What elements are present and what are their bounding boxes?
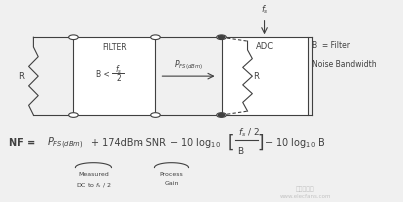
Text: ADC: ADC (256, 42, 274, 52)
Circle shape (217, 113, 226, 117)
Text: DC to $f_s$ / 2: DC to $f_s$ / 2 (76, 181, 111, 190)
Text: [: [ (228, 134, 234, 152)
Text: B <: B < (96, 70, 112, 79)
Text: $f_s$: $f_s$ (261, 3, 268, 16)
Circle shape (151, 35, 160, 40)
Text: $P_{FS(dBm)}$: $P_{FS(dBm)}$ (48, 136, 84, 151)
FancyBboxPatch shape (222, 37, 307, 115)
Text: - SNR: - SNR (139, 138, 166, 148)
Text: Process: Process (160, 173, 183, 177)
Text: B  = Filter: B = Filter (312, 41, 349, 49)
Text: Noise Bandwidth: Noise Bandwidth (312, 60, 376, 69)
Circle shape (218, 36, 225, 39)
Text: 电子发烧友: 电子发烧友 (296, 186, 315, 192)
Text: $f_s$ / 2: $f_s$ / 2 (237, 126, 260, 139)
Text: B: B (237, 146, 244, 156)
Text: ]: ] (258, 134, 264, 152)
Text: + 174dBm: + 174dBm (91, 138, 143, 148)
Circle shape (69, 35, 78, 40)
Text: R: R (19, 72, 24, 81)
Text: $P_{FS(dBm)}$: $P_{FS(dBm)}$ (174, 59, 203, 72)
Text: Gain: Gain (164, 181, 179, 186)
FancyBboxPatch shape (73, 37, 156, 115)
Text: NF =: NF = (9, 138, 35, 148)
Circle shape (217, 35, 226, 40)
Text: $f_s$: $f_s$ (115, 63, 122, 76)
Text: $-$ 10 log$_{10}$: $-$ 10 log$_{10}$ (170, 136, 222, 150)
Circle shape (151, 113, 160, 117)
Text: R: R (253, 72, 259, 81)
Circle shape (69, 113, 78, 117)
Text: FILTER: FILTER (102, 43, 127, 53)
Text: 2: 2 (116, 74, 121, 83)
Text: www.elecfans.com: www.elecfans.com (280, 194, 331, 199)
Text: $-$ 10 log$_{10}$ B: $-$ 10 log$_{10}$ B (264, 136, 325, 150)
Circle shape (218, 114, 225, 117)
Text: Measured: Measured (78, 173, 109, 177)
